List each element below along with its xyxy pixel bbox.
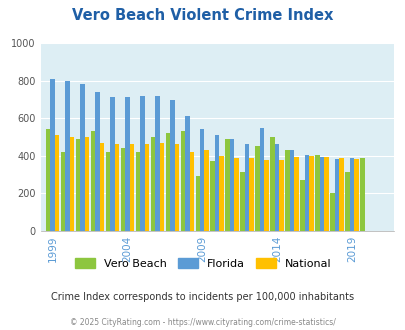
- Bar: [80, 84, 85, 231]
- Bar: [285, 150, 289, 231]
- Bar: [195, 176, 200, 231]
- Bar: [214, 135, 219, 231]
- Bar: [255, 147, 259, 231]
- Bar: [259, 128, 264, 231]
- Bar: [304, 155, 309, 231]
- Bar: [105, 152, 110, 231]
- Bar: [185, 116, 189, 231]
- Bar: [359, 158, 364, 231]
- Text: Crime Index corresponds to incidents per 100,000 inhabitants: Crime Index corresponds to incidents per…: [51, 292, 354, 302]
- Bar: [76, 139, 80, 231]
- Bar: [120, 148, 125, 231]
- Bar: [110, 97, 114, 231]
- Bar: [159, 143, 164, 231]
- Bar: [314, 155, 319, 231]
- Bar: [279, 159, 283, 231]
- Bar: [135, 152, 140, 231]
- Bar: [200, 129, 204, 231]
- Bar: [150, 137, 155, 231]
- Bar: [155, 96, 159, 231]
- Bar: [61, 152, 65, 231]
- Bar: [85, 137, 89, 231]
- Bar: [144, 144, 149, 231]
- Bar: [204, 150, 209, 231]
- Bar: [344, 172, 349, 231]
- Bar: [180, 131, 185, 231]
- Bar: [244, 145, 249, 231]
- Bar: [189, 152, 194, 231]
- Bar: [270, 137, 274, 231]
- Bar: [353, 159, 358, 231]
- Bar: [249, 158, 253, 231]
- Bar: [324, 157, 328, 231]
- Bar: [329, 193, 334, 231]
- Bar: [50, 79, 55, 231]
- Bar: [140, 96, 144, 231]
- Bar: [309, 156, 313, 231]
- Bar: [319, 157, 324, 231]
- Bar: [129, 144, 134, 231]
- Bar: [294, 157, 298, 231]
- Bar: [334, 159, 338, 231]
- Bar: [70, 137, 74, 231]
- Text: © 2025 CityRating.com - https://www.cityrating.com/crime-statistics/: © 2025 CityRating.com - https://www.city…: [70, 318, 335, 327]
- Bar: [65, 81, 70, 231]
- Bar: [219, 156, 224, 231]
- Bar: [55, 135, 59, 231]
- Bar: [349, 158, 353, 231]
- Bar: [95, 92, 100, 231]
- Legend: Vero Beach, Florida, National: Vero Beach, Florida, National: [71, 255, 334, 272]
- Bar: [46, 129, 50, 231]
- Bar: [225, 139, 229, 231]
- Bar: [234, 158, 238, 231]
- Bar: [274, 144, 279, 231]
- Bar: [289, 150, 294, 231]
- Bar: [300, 180, 304, 231]
- Bar: [210, 161, 214, 231]
- Bar: [174, 145, 179, 231]
- Bar: [338, 158, 343, 231]
- Bar: [90, 131, 95, 231]
- Bar: [229, 139, 234, 231]
- Text: Vero Beach Violent Crime Index: Vero Beach Violent Crime Index: [72, 8, 333, 23]
- Bar: [125, 97, 129, 231]
- Bar: [165, 133, 170, 231]
- Bar: [264, 159, 268, 231]
- Bar: [100, 143, 104, 231]
- Bar: [170, 100, 174, 231]
- Bar: [114, 144, 119, 231]
- Bar: [240, 172, 244, 231]
